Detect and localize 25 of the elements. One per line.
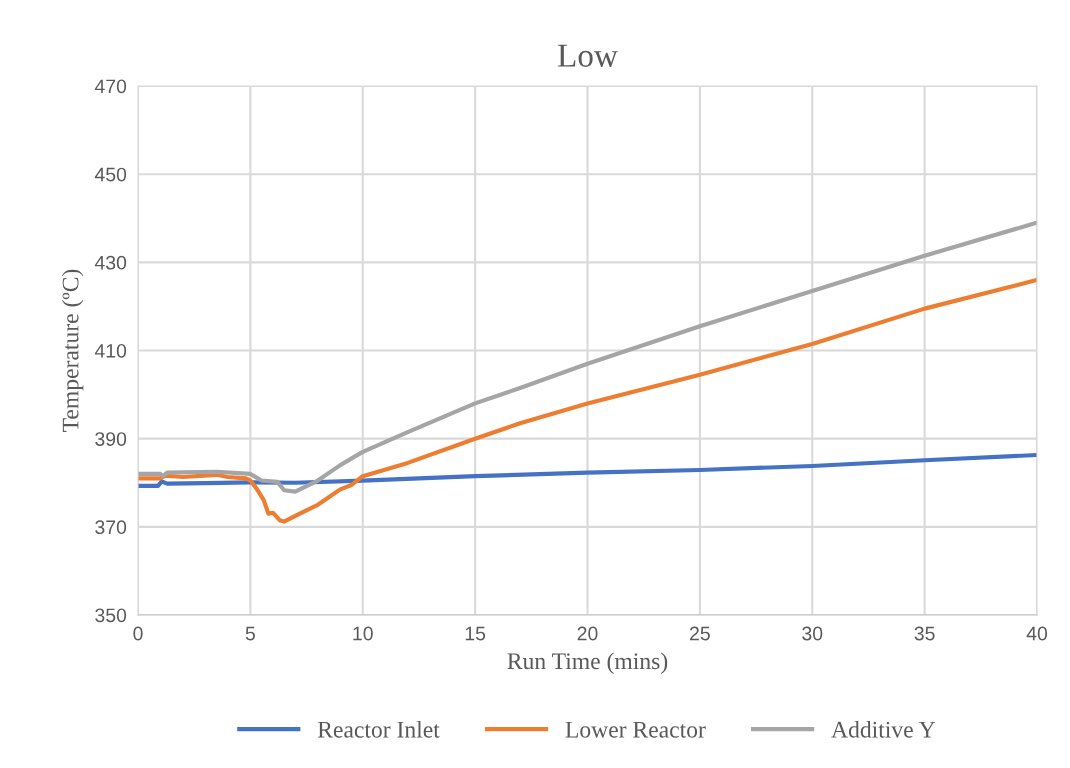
line-series	[138, 220, 1037, 494]
x-tick-label: 25	[690, 626, 710, 641]
x-axis-title: Run Time (mins)	[507, 652, 668, 674]
y-tick-label: 390	[95, 432, 127, 446]
line-series	[138, 277, 1037, 524]
x-tick-label: 0	[133, 626, 143, 641]
x-tick-label: 20	[577, 626, 598, 641]
x-tick-label: 5	[245, 626, 255, 641]
y-tick-label: 470	[94, 79, 127, 94]
y-tick-label: 450	[94, 167, 127, 182]
y-tick-label: 430	[94, 255, 127, 270]
x-tick-label: 10	[353, 626, 373, 641]
legend-label: Reactor Inlet	[317, 721, 440, 738]
y-axis-title: Temperature (ºC)	[61, 269, 84, 432]
line-series	[138, 452, 1037, 488]
x-tick-label: 30	[802, 626, 823, 641]
x-tick-label: 35	[914, 626, 935, 641]
legend-label: Lower Reactor	[565, 721, 706, 738]
chart-title: Low	[557, 44, 618, 67]
y-tick-label: 410	[94, 343, 127, 358]
y-tick-label: 370	[95, 520, 127, 535]
x-tick-label: 40	[1026, 626, 1048, 641]
x-tick-label: 15	[465, 626, 486, 641]
legend-label: Additive Y	[831, 721, 936, 738]
y-tick-label: 350	[95, 608, 127, 623]
